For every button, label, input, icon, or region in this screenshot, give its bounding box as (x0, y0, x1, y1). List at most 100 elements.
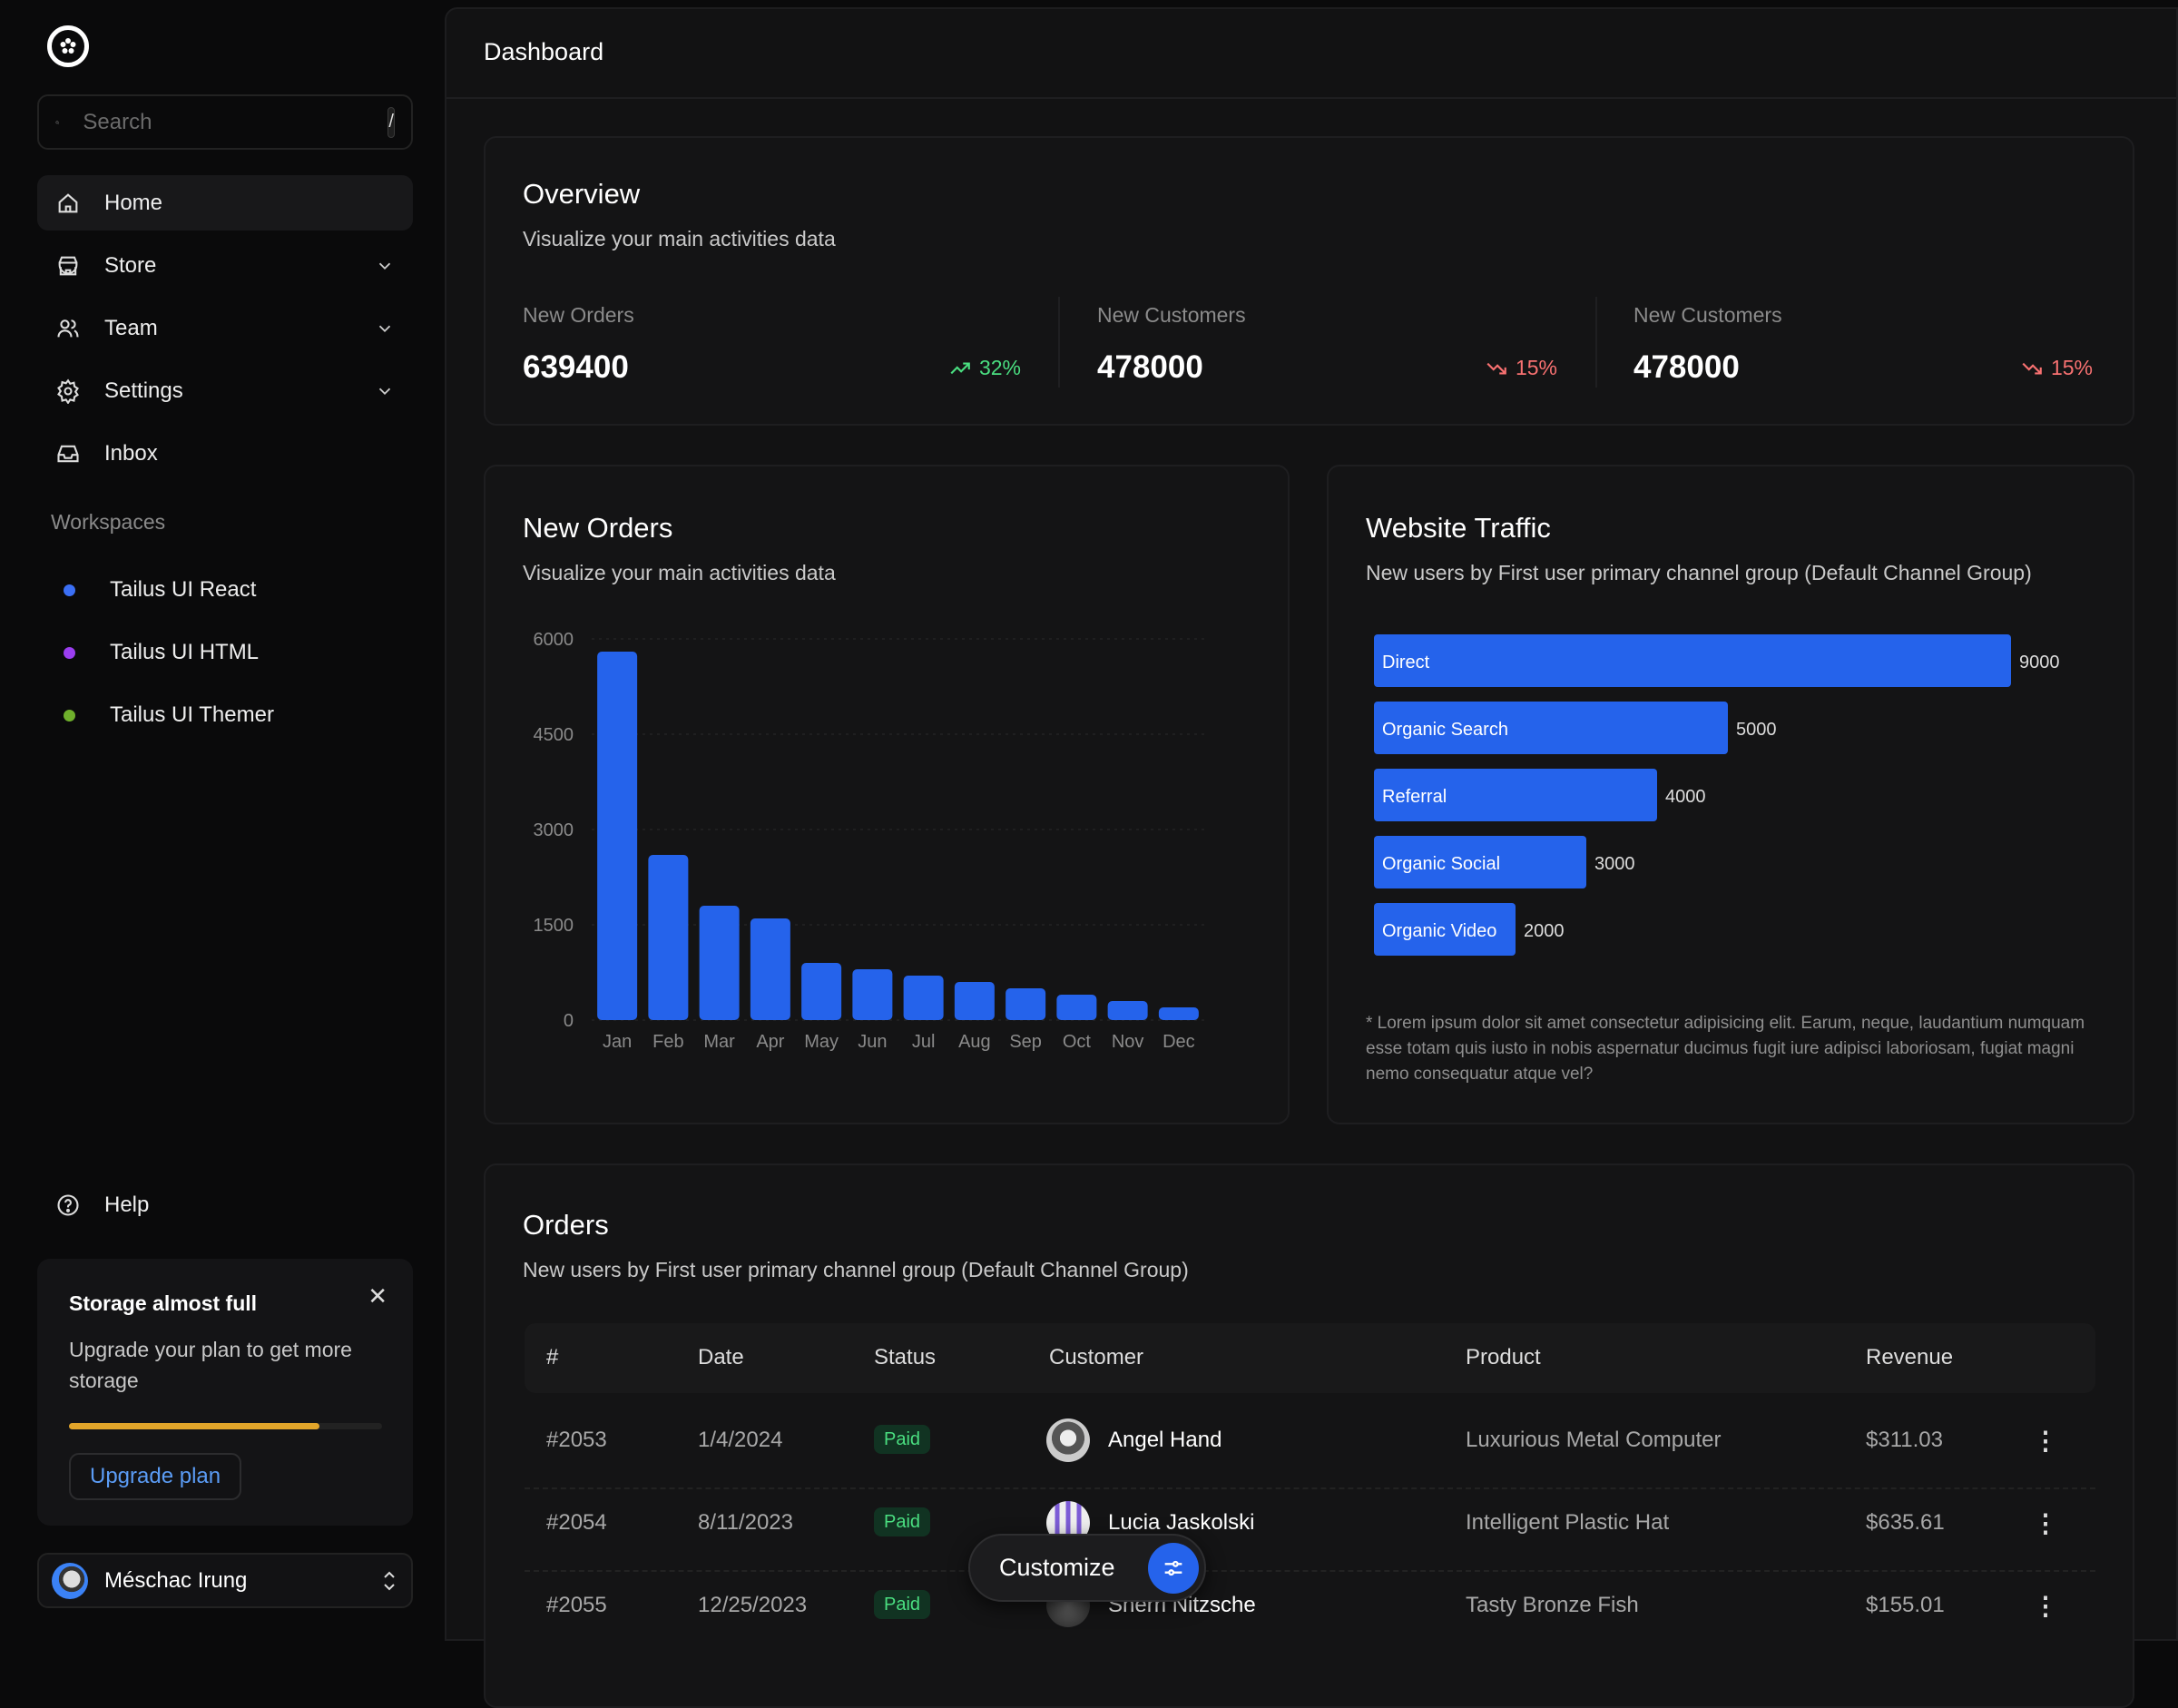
bar-jun[interactable] (852, 969, 893, 1020)
sidebar-item-store[interactable]: Store (37, 238, 413, 293)
x-tick-label: Sep (1009, 1032, 1042, 1052)
storage-text: Upgrade your plan to get more storage (69, 1338, 352, 1392)
sidebar-item-label: Store (104, 252, 157, 278)
traffic-bar[interactable] (1374, 836, 1586, 888)
page-title: Dashboard (446, 9, 2176, 99)
bar-jan[interactable] (597, 652, 638, 1020)
column-header[interactable]: Product (1466, 1345, 1541, 1369)
stat-value: 639400 (523, 349, 629, 385)
search-box[interactable]: / (37, 94, 413, 150)
bar-aug[interactable] (954, 982, 995, 1020)
sidebar-item-team[interactable]: Team (37, 300, 413, 356)
bar-apr[interactable] (750, 918, 790, 1020)
x-tick-label: Apr (756, 1032, 784, 1052)
bar-mar[interactable] (699, 906, 740, 1020)
sliders-icon[interactable] (1148, 1542, 1199, 1594)
bar-label: Organic Search (1382, 720, 1508, 740)
column-header[interactable]: Revenue (1866, 1345, 1954, 1369)
customer-name: Angel Hand (1108, 1428, 1222, 1452)
overview-subtitle: Visualize your main activities data (523, 227, 836, 250)
more-vertical-icon[interactable]: ⋮ (2033, 1592, 2058, 1620)
close-icon[interactable]: ✕ (368, 1282, 388, 1310)
x-tick-label: Mar (703, 1032, 735, 1052)
more-vertical-icon[interactable]: ⋮ (2033, 1427, 2058, 1455)
chart-subtitle: Visualize your main activities data (523, 561, 836, 584)
bar-may[interactable] (801, 963, 842, 1020)
x-tick-label: Dec (1163, 1032, 1195, 1052)
sidebar-item-settings[interactable]: Settings (37, 363, 413, 418)
bar-value: 4000 (1665, 787, 1706, 807)
storage-title: Storage almost full (69, 1291, 258, 1315)
traffic-bar[interactable] (1374, 903, 1516, 956)
workspace-item[interactable]: Tailus UI React (64, 577, 256, 603)
chevron-down-icon (378, 388, 391, 395)
home-icon (58, 192, 78, 212)
trend-up-icon (950, 362, 970, 374)
chevron-down-icon (378, 262, 391, 270)
sidebar-item-label: Help (104, 1192, 150, 1217)
column-header[interactable]: Customer (1049, 1345, 1144, 1369)
search-input[interactable] (83, 109, 365, 135)
sidebar-item-label: Inbox (104, 440, 158, 466)
trend-value: 15% (2050, 356, 2093, 379)
bar-sep[interactable] (1006, 988, 1046, 1020)
x-tick-label: Jun (858, 1032, 887, 1052)
bar-oct[interactable] (1056, 995, 1097, 1020)
help-icon (57, 1193, 79, 1216)
y-tick-label: 4500 (534, 725, 574, 745)
more-vertical-icon[interactable]: ⋮ (2033, 1509, 2058, 1537)
traffic-bar[interactable] (1374, 634, 2011, 687)
sidebar-item-help[interactable]: Help (37, 1177, 413, 1232)
trend-down-icon (1486, 362, 1506, 374)
status-badge: Paid (874, 1590, 931, 1619)
workspace-label: Tailus UI HTML (110, 640, 260, 664)
traffic-bar[interactable] (1374, 702, 1728, 754)
bar-feb[interactable] (648, 855, 689, 1020)
stat-trend: 15% (1457, 356, 1557, 380)
bar-nov[interactable] (1107, 1001, 1148, 1020)
column-header[interactable]: Date (698, 1345, 744, 1369)
cell-id: #2055 (546, 1593, 607, 1617)
bar-label: Referral (1382, 787, 1447, 807)
sidebar-item-home[interactable]: Home (37, 175, 413, 231)
inbox-icon (57, 445, 79, 462)
y-tick-label: 0 (564, 1011, 574, 1031)
workspace-item[interactable]: Tailus UI HTML (64, 640, 259, 665)
user-menu[interactable]: Méschac Irung (37, 1553, 413, 1608)
customize-button[interactable]: Customize (968, 1534, 1206, 1602)
orders-title: Orders (523, 1209, 609, 1241)
users-icon (57, 319, 79, 337)
workspace-dot-icon (64, 584, 75, 596)
workspace-label: Tailus UI Themer (110, 702, 274, 727)
cell-revenue: $155.01 (1866, 1593, 1945, 1617)
column-header[interactable]: # (546, 1345, 559, 1369)
app-logo[interactable] (47, 25, 89, 67)
bar-jul[interactable] (903, 976, 944, 1020)
y-tick-label: 1500 (534, 916, 574, 936)
y-tick-label: 3000 (534, 820, 574, 840)
stat-value: 478000 (1634, 349, 1740, 385)
bar-value: 9000 (2019, 653, 2060, 672)
bar-dec[interactable] (1158, 1007, 1199, 1020)
upgrade-plan-button[interactable]: Upgrade plan (69, 1453, 242, 1500)
trend-down-icon (2022, 362, 2042, 374)
chevron-up-down-icon (384, 1571, 395, 1590)
bar-label: Organic Video (1382, 921, 1496, 941)
workspace-item[interactable]: Tailus UI Themer (64, 702, 274, 728)
x-tick-label: Jan (603, 1032, 632, 1052)
sidebar-item-inbox[interactable]: Inbox (37, 426, 413, 481)
chevron-down-icon (378, 325, 391, 332)
column-header[interactable]: Status (874, 1345, 937, 1369)
row-divider (525, 1487, 2095, 1489)
traffic-bar[interactable] (1374, 769, 1657, 821)
workspace-label: Tailus UI React (110, 577, 257, 602)
website-traffic-chart: Direct 9000 Organic Search 5000 Referral 4000… (1374, 634, 2060, 956)
cell-id: #2054 (546, 1510, 607, 1535)
status-badge: Paid (874, 1507, 931, 1536)
user-name: Méschac Irung (104, 1567, 248, 1593)
divider (1595, 297, 1597, 388)
store-icon (58, 256, 78, 275)
trend-value: 32% (978, 356, 1021, 379)
cell-product: Luxurious Metal Computer (1466, 1428, 1722, 1452)
workspace-dot-icon (64, 709, 75, 721)
